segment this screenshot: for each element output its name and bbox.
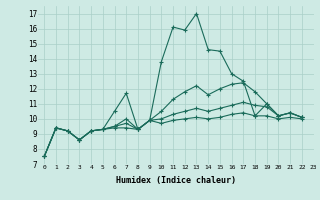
X-axis label: Humidex (Indice chaleur): Humidex (Indice chaleur) [116,176,236,185]
